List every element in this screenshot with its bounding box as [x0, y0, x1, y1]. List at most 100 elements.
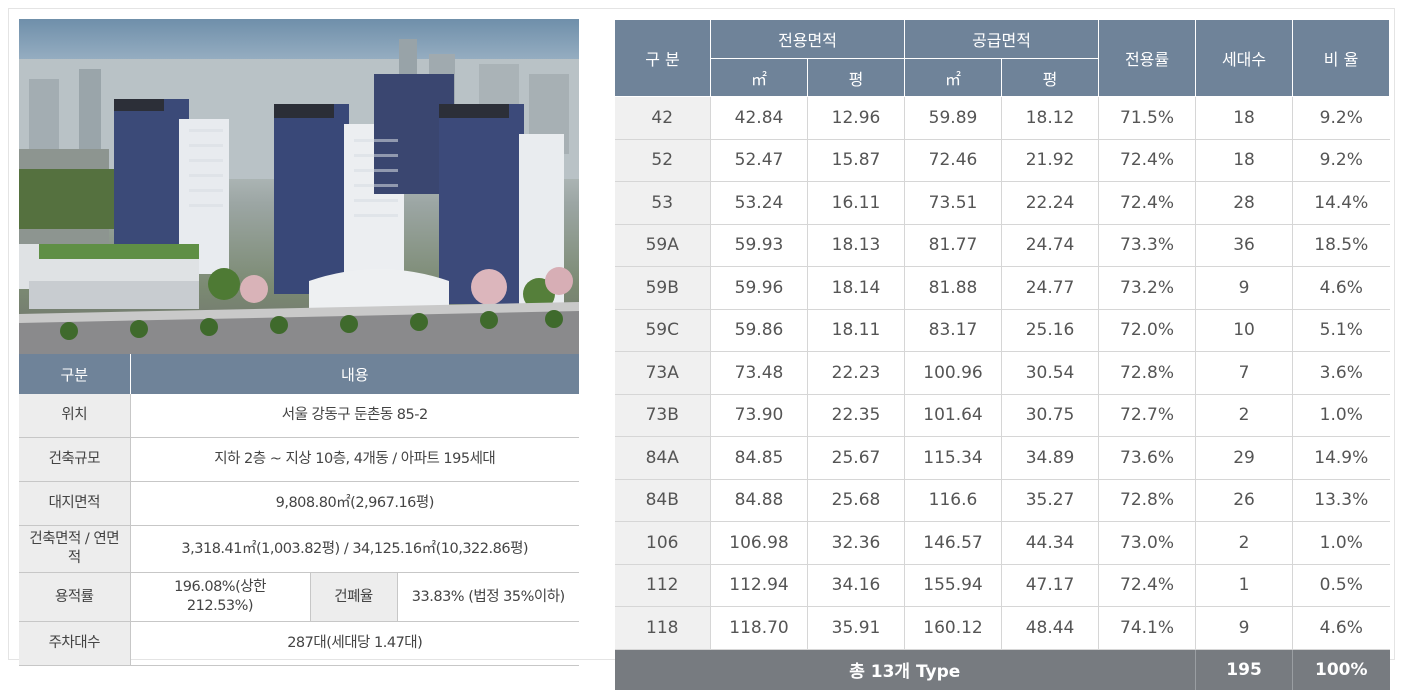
overview-header-category: 구분 [19, 354, 131, 394]
cell-share: 9.2% [1292, 139, 1390, 182]
cell-exclusive-pyeong: 22.23 [807, 351, 906, 395]
table-row: 59C 59.86 18.11 83.17 25.16 72.0% 10 5.1% [614, 309, 1390, 352]
header-share: 비 율 [1292, 19, 1391, 97]
cell-exclusive-sqm: 53.24 [710, 181, 808, 225]
cell-supply-sqm: 59.89 [904, 96, 1003, 140]
cell-households: 36 [1195, 224, 1294, 267]
overview-label: 위치 [19, 394, 131, 438]
total-share: 100% [1292, 649, 1390, 690]
cell-exclusive-rate: 72.7% [1098, 394, 1197, 437]
cell-type: 112 [614, 564, 711, 607]
cell-exclusive-pyeong: 18.11 [807, 309, 906, 352]
cell-households: 10 [1195, 309, 1294, 352]
cell-share: 5.1% [1292, 309, 1390, 352]
header-category: 구 분 [614, 19, 711, 97]
overview-row-parking: 주차대수 287대(세대당 1.47대) [19, 621, 580, 666]
cell-supply-pyeong: 24.77 [1001, 266, 1100, 310]
cell-share: 4.6% [1292, 266, 1390, 310]
cell-type: 52 [614, 139, 711, 182]
cell-exclusive-sqm: 73.90 [710, 394, 808, 437]
cell-households: 29 [1195, 436, 1294, 480]
cell-type: 53 [614, 181, 711, 225]
cell-supply-pyeong: 25.16 [1001, 309, 1100, 352]
overview-table: 구분 내용 위치 서울 강동구 둔촌동 85-2 건축규모 지하 2층 ~ 지상… [19, 354, 580, 666]
cell-exclusive-pyeong: 34.16 [807, 564, 906, 607]
cell-share: 18.5% [1292, 224, 1390, 267]
total-row: 총 13개 Type 195 100% [614, 649, 1390, 690]
cell-supply-pyeong: 44.34 [1001, 521, 1100, 565]
cell-exclusive-rate: 72.0% [1098, 309, 1197, 352]
table-row: 59B 59.96 18.14 81.88 24.77 73.2% 9 4.6% [614, 266, 1390, 310]
cell-supply-pyeong: 22.24 [1001, 181, 1100, 225]
cell-type: 84A [614, 436, 711, 480]
overview-row-ratio: 용적률 196.08%(상한 212.53%) 건폐율 33.83% (법정 3… [19, 572, 580, 622]
cell-households: 26 [1195, 479, 1294, 522]
cell-exclusive-sqm: 84.85 [710, 436, 808, 480]
table-row: 52 52.47 15.87 72.46 21.92 72.4% 18 9.2% [614, 139, 1390, 182]
cell-exclusive-pyeong: 22.35 [807, 394, 906, 437]
cell-supply-pyeong: 34.89 [1001, 436, 1100, 480]
cell-households: 7 [1195, 351, 1294, 395]
cell-exclusive-pyeong: 25.68 [807, 479, 906, 522]
header-supply-pyeong: 평 [1001, 58, 1100, 97]
cell-households: 18 [1195, 96, 1294, 140]
cell-supply-sqm: 73.51 [904, 181, 1003, 225]
cell-supply-pyeong: 18.12 [1001, 96, 1100, 140]
overview-value: 287대(세대당 1.47대) [130, 621, 580, 666]
cell-supply-pyeong: 48.44 [1001, 606, 1100, 650]
cell-exclusive-rate: 73.2% [1098, 266, 1197, 310]
apartment-rendering-image [19, 19, 579, 354]
cell-supply-sqm: 81.77 [904, 224, 1003, 267]
unit-type-panel: 구 분 전용면적 공급면적 전용률 세대수 비 율 ㎡ 평 ㎡ 평 42 42.8… [614, 19, 1391, 690]
cell-supply-sqm: 115.34 [904, 436, 1003, 480]
cell-exclusive-pyeong: 12.96 [807, 96, 906, 140]
cell-exclusive-rate: 74.1% [1098, 606, 1197, 650]
cell-supply-sqm: 83.17 [904, 309, 1003, 352]
cell-households: 2 [1195, 521, 1294, 565]
cell-exclusive-sqm: 59.93 [710, 224, 808, 267]
cell-exclusive-rate: 72.4% [1098, 139, 1197, 182]
total-label: 총 13개 Type [614, 649, 1197, 690]
cell-type: 59B [614, 266, 711, 310]
overview-row-building-area: 건축면적 / 연면적 3,318.41㎡(1,003.82평) / 34,125… [19, 525, 580, 573]
header-exclusive-sqm: ㎡ [710, 58, 808, 97]
overview-label: 대지면적 [19, 481, 131, 526]
cell-supply-pyeong: 30.75 [1001, 394, 1100, 437]
overview-panel: 구분 내용 위치 서울 강동구 둔촌동 85-2 건축규모 지하 2층 ~ 지상… [19, 19, 580, 666]
cell-exclusive-rate: 72.8% [1098, 351, 1197, 395]
coverage-ratio-value: 33.83% (법정 35%이하) [397, 572, 580, 622]
cell-exclusive-sqm: 59.86 [710, 309, 808, 352]
cell-households: 2 [1195, 394, 1294, 437]
cell-supply-sqm: 155.94 [904, 564, 1003, 607]
cell-exclusive-sqm: 73.48 [710, 351, 808, 395]
overview-row-scale: 건축규모 지하 2층 ~ 지상 10층, 4개동 / 아파트 195세대 [19, 437, 580, 482]
header-exclusive-rate: 전용률 [1098, 19, 1197, 97]
cell-households: 18 [1195, 139, 1294, 182]
cell-exclusive-rate: 73.0% [1098, 521, 1197, 565]
cell-exclusive-sqm: 112.94 [710, 564, 808, 607]
cell-households: 9 [1195, 606, 1294, 650]
cell-exclusive-rate: 72.4% [1098, 181, 1197, 225]
cell-supply-sqm: 146.57 [904, 521, 1003, 565]
overview-header-content: 내용 [130, 354, 580, 394]
cell-type: 59A [614, 224, 711, 267]
cell-share: 14.4% [1292, 181, 1390, 225]
cell-supply-sqm: 116.6 [904, 479, 1003, 522]
cell-exclusive-rate: 71.5% [1098, 96, 1197, 140]
cell-supply-pyeong: 47.17 [1001, 564, 1100, 607]
overview-row-site-area: 대지면적 9,808.80㎡(2,967.16평) [19, 481, 580, 526]
cell-exclusive-sqm: 84.88 [710, 479, 808, 522]
overview-value: 서울 강동구 둔촌동 85-2 [130, 394, 580, 438]
table-row: 84B 84.88 25.68 116.6 35.27 72.8% 26 13.3% [614, 479, 1390, 522]
cell-exclusive-pyeong: 18.13 [807, 224, 906, 267]
cell-exclusive-pyeong: 25.67 [807, 436, 906, 480]
overview-value: 지하 2층 ~ 지상 10층, 4개동 / 아파트 195세대 [130, 437, 580, 482]
overview-value: 3,318.41㎡(1,003.82평) / 34,125.16㎡(10,322… [130, 525, 580, 573]
total-households: 195 [1195, 649, 1294, 690]
overview-row-location: 위치 서울 강동구 둔촌동 85-2 [19, 394, 580, 438]
cell-households: 9 [1195, 266, 1294, 310]
cell-exclusive-sqm: 106.98 [710, 521, 808, 565]
cell-supply-sqm: 101.64 [904, 394, 1003, 437]
cell-type: 42 [614, 96, 711, 140]
header-supply-sqm: ㎡ [904, 58, 1003, 97]
